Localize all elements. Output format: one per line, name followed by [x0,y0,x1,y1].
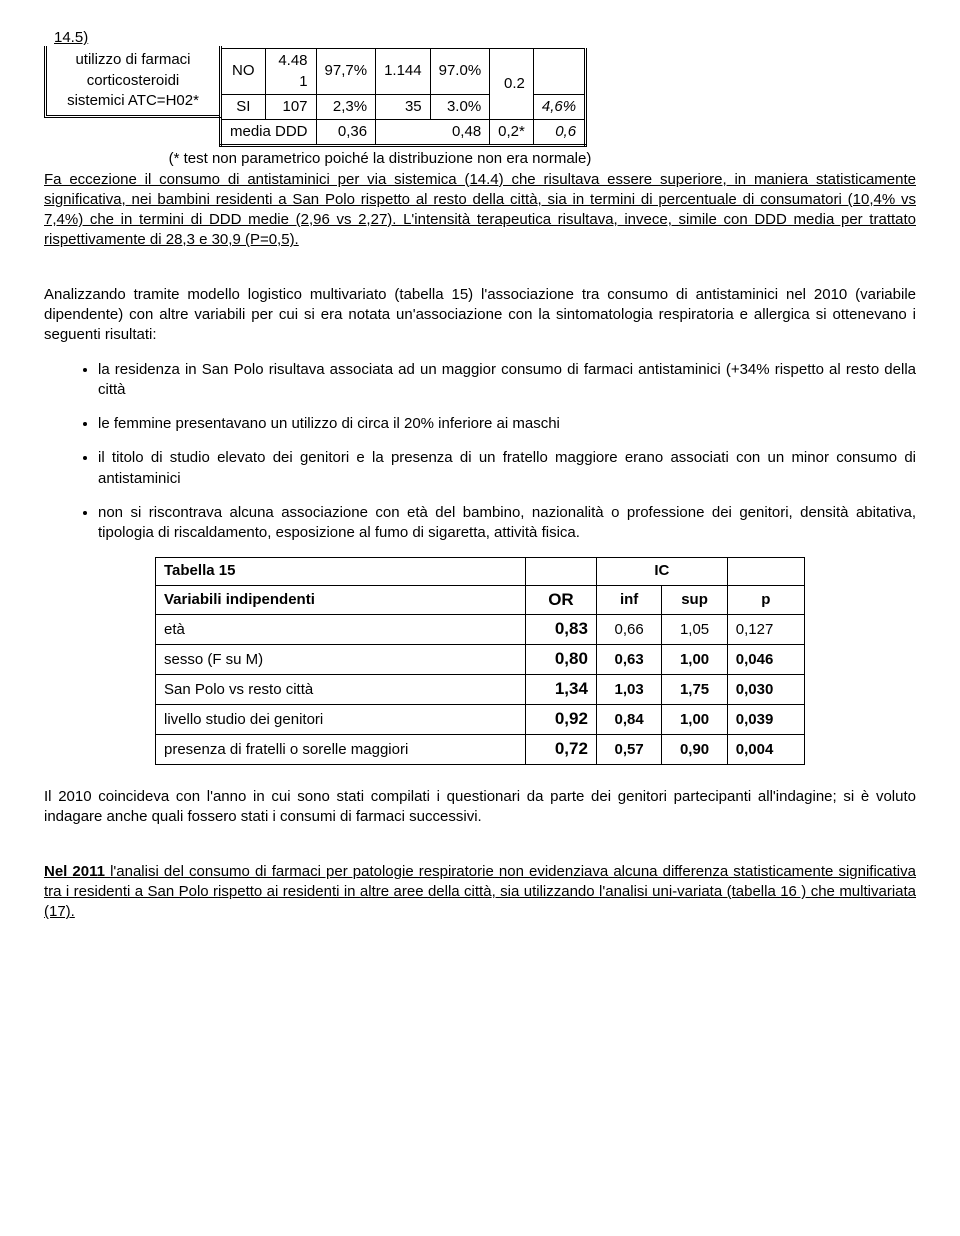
cell-inf: 1,03 [596,675,661,705]
cell-sup: 0,90 [662,735,727,765]
cell-n: 107 [265,94,316,119]
cell-lab: SI [221,94,266,119]
table-row: San Polo vs resto città1,341,031,750,030 [156,675,805,705]
cell-p: 0,030 [727,675,804,705]
cell-mid: 0.2 [490,49,534,120]
cell-p: 0,046 [727,645,804,675]
cell-pct1: 97,7% [316,49,376,95]
cell-right [533,49,585,95]
cell-p: 0,039 [727,705,804,735]
cell-or: 0,83 [525,615,596,645]
cell-n: 4.48 1 [265,49,316,95]
table-15: Tabella 15 IC Variabili indipendenti OR … [155,557,805,765]
cell-var: livello studio dei genitori [156,705,526,735]
cell-media-v4: 0,6 [533,120,585,146]
rowhead-line2: corticosteroidi [87,72,180,89]
cell-var: età [156,615,526,645]
table-row-media: media DDD 0,36 0,48 0,2* 0,6 [221,120,586,146]
cell-pct1: 2,3% [316,94,376,119]
para4-lead: Nel 2011 [44,863,105,880]
cell-lab: NO [221,49,266,95]
cell-pct2: 97.0% [430,49,490,95]
cell-sup: 1,05 [662,615,727,645]
cell-inf: 0,84 [596,705,661,735]
list-item: non si riscontrava alcuna associazione c… [98,503,916,544]
table-15-header-1: Tabella 15 IC [156,558,805,585]
cell-sup: 1,00 [662,705,727,735]
cell-var: San Polo vs resto città [156,675,526,705]
rowhead-line3: sistemici ATC=H02* [67,92,199,109]
inf-header: inf [596,585,661,615]
cell-media-v1: 0,36 [316,120,376,146]
rowhead-line1: utilizzo di farmaci [75,51,190,68]
paragraph-2: Analizzando tramite modello logistico mu… [44,285,916,346]
cell-var: presenza di fratelli o sorelle maggiori [156,735,526,765]
table-14-5-footnote: (* test non parametrico poiché la distri… [0,149,916,169]
table-15-title: Tabella 15 [156,558,526,585]
table-row: livello studio dei genitori0,920,841,000… [156,705,805,735]
cell-var: sesso (F su M) [156,645,526,675]
cell-pct2: 3.0% [430,94,490,119]
list-item: le femmine presentavano un utilizzo di c… [98,414,916,434]
table-row: NO 4.48 1 97,7% 1.144 97.0% 0.2 [221,49,586,95]
table-row: presenza di fratelli o sorelle maggiori0… [156,735,805,765]
table-15-header-2: Variabili indipendenti OR inf sup p [156,585,805,615]
cell-right: 4,6% [533,94,585,119]
bullet-list: la residenza in San Polo risultava assoc… [44,360,916,544]
cell-p: 0,127 [727,615,804,645]
table-row: età0,830,661,050,127 [156,615,805,645]
section-ref: 14.5) [54,28,916,48]
table-14-5-body: NO 4.48 1 97,7% 1.144 97.0% 0.2 SI 107 2… [219,48,587,147]
cell-inf: 0,57 [596,735,661,765]
or-header: OR [525,585,596,615]
cell-n2: 35 [376,94,431,119]
paragraph-3: Il 2010 coincideva con l'anno in cui son… [44,787,916,828]
cell-media-label: media DDD [221,120,317,146]
cell-or: 0,72 [525,735,596,765]
cell-or: 1,34 [525,675,596,705]
table-14-5-rowhead: utilizzo di farmaci corticosteroidi sist… [44,46,222,118]
cell-p: 0,004 [727,735,804,765]
cell-or: 0,80 [525,645,596,675]
cell-media-v3: 0,2* [490,120,534,146]
ic-header: IC [596,558,727,585]
cell-n2: 1.144 [376,49,431,95]
sup-header: sup [662,585,727,615]
cell-inf: 0,63 [596,645,661,675]
var-header: Variabili indipendenti [156,585,526,615]
cell-sup: 1,75 [662,675,727,705]
cell-inf: 0,66 [596,615,661,645]
cell-or: 0,92 [525,705,596,735]
cell-media-v2: 0,48 [376,120,490,146]
table-row: sesso (F su M)0,800,631,000,046 [156,645,805,675]
table-14-5: utilizzo di farmaci corticosteroidi sist… [44,48,916,147]
paragraph-1: Fa eccezione il consumo di antistaminici… [44,170,916,251]
cell-sup: 1,00 [662,645,727,675]
list-item: il titolo di studio elevato dei genitori… [98,448,916,489]
p-header: p [727,585,804,615]
paragraph-4: Nel 2011 l'analisi del consumo di farmac… [44,862,916,923]
list-item: la residenza in San Polo risultava assoc… [98,360,916,401]
